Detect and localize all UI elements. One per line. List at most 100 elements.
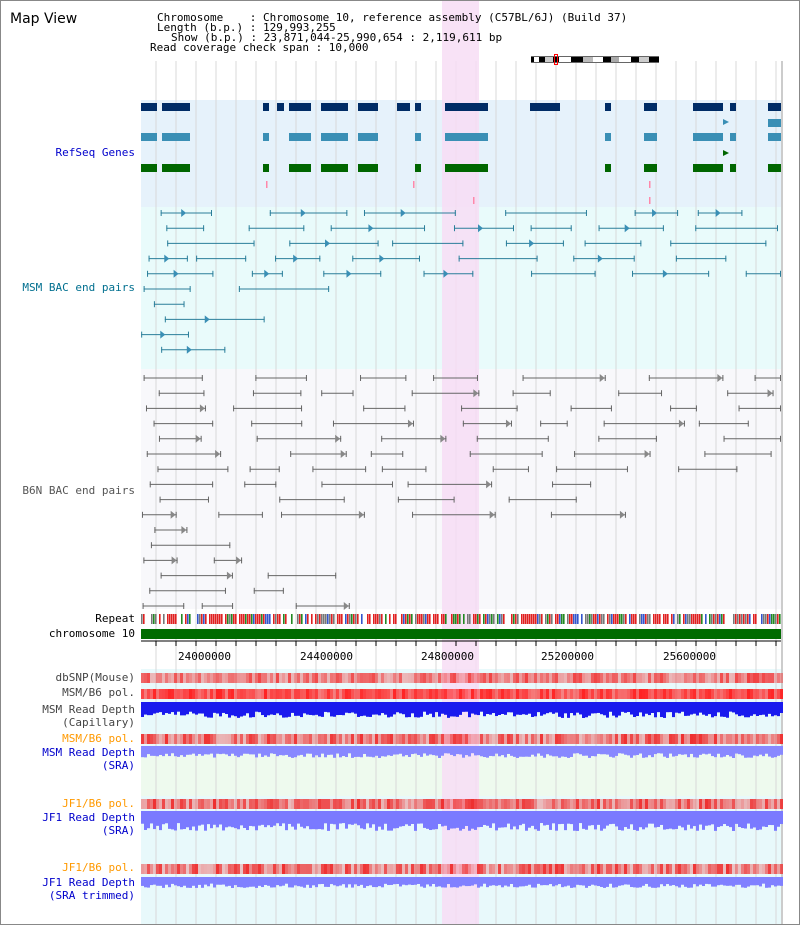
depth-bar: [210, 811, 213, 829]
heat-cell: [276, 734, 279, 744]
repeat-mark: [319, 614, 321, 624]
depth-bar: [561, 877, 564, 888]
track-label-msm-bac[interactable]: MSM BAC end pairs: [22, 281, 135, 294]
heat-cell: [477, 799, 480, 809]
depth-bar: [408, 746, 411, 757]
heat-cell: [495, 864, 498, 874]
depth-bar: [681, 702, 684, 712]
heat-cell: [486, 734, 489, 744]
depth-bar: [144, 811, 147, 830]
bac-arrow: [300, 209, 306, 217]
heat-cell: [630, 734, 633, 744]
track-label-b6n-bac[interactable]: B6N BAC end pairs: [22, 484, 135, 497]
track-label-jf1-b6-pol-trimmed[interactable]: JF1/B6 pol.: [62, 861, 135, 874]
depth-bar: [420, 702, 423, 717]
bac-end: [148, 255, 150, 262]
show-range-info: Show (b.p.) : 23,871,044-25,990,654 : 2,…: [171, 31, 503, 44]
track-label-msm-b6-pol[interactable]: MSM/B6 pol.: [62, 686, 135, 699]
depth-bar: [483, 702, 486, 717]
bac-end: [352, 390, 354, 397]
depth-bar: [579, 702, 582, 715]
bac-end: [407, 481, 409, 488]
depth-bar: [372, 746, 375, 758]
heat-cell: [627, 673, 630, 683]
heat-cell: [378, 734, 381, 744]
track-label-jf1-b6-pol[interactable]: JF1/B6 pol.: [62, 797, 135, 810]
bac-end: [303, 225, 305, 232]
heat-cell: [153, 689, 156, 699]
bac-end: [683, 420, 685, 427]
bac-end: [610, 405, 612, 412]
depth-bar: [672, 702, 675, 718]
repeat-mark: [325, 614, 327, 624]
repeat-mark: [283, 614, 285, 624]
heat-cell: [216, 734, 219, 744]
heat-cell: [210, 864, 213, 874]
heat-cell: [414, 734, 417, 744]
bac-end: [624, 511, 626, 518]
repeat-mark: [239, 614, 241, 624]
depth-bar: [336, 811, 339, 830]
heat-cell: [753, 689, 756, 699]
depth-bar: [294, 811, 297, 830]
bac-end: [478, 390, 480, 397]
depth-bar: [492, 877, 495, 886]
depth-bar: [681, 811, 684, 828]
heat-cell: [348, 734, 351, 744]
depth-bar: [237, 702, 240, 718]
track-label-refseq-genes[interactable]: RefSeq Genes: [55, 146, 135, 159]
heat-cell: [435, 864, 438, 874]
depth-bar: [348, 702, 351, 714]
depth-bar: [348, 746, 351, 754]
bac-end: [476, 375, 478, 381]
heat-cell: [678, 864, 681, 874]
depth-bar: [627, 877, 630, 885]
depth-bar: [405, 746, 408, 756]
repeat-mark: [671, 614, 673, 624]
heat-cell: [318, 864, 321, 874]
heat-cell: [522, 799, 525, 809]
depth-bar: [654, 746, 657, 755]
depth-bar: [441, 877, 444, 888]
heat-cell: [579, 673, 582, 683]
depth-bar: [309, 702, 312, 715]
heat-cell: [180, 799, 183, 809]
depth-bar: [231, 877, 234, 888]
track-label-dbsnp[interactable]: dbSNP(Mouse): [55, 671, 135, 684]
depth-bar: [189, 746, 192, 755]
heat-cell: [540, 689, 543, 699]
depth-bar: [252, 811, 255, 827]
track-label-jf1-depth-sra[interactable]: JF1 Read Depth: [42, 811, 135, 824]
heat-cell: [273, 734, 276, 744]
bac-end: [585, 210, 587, 216]
heat-cell: [363, 734, 366, 744]
heat-cell: [612, 689, 615, 699]
heat-cell: [219, 864, 222, 874]
heat-cell: [549, 799, 552, 809]
heat-cell: [546, 689, 549, 699]
depth-bar: [255, 746, 258, 758]
heat-cell: [159, 864, 162, 874]
depth-bar: [216, 877, 219, 885]
heat-cell: [714, 864, 717, 874]
repeat-mark: [545, 614, 547, 624]
track-label-msm-b6-pol-sra[interactable]: MSM/B6 pol.: [62, 732, 135, 745]
heat-cell: [495, 673, 498, 683]
track-label-jf1-depth-trimmed[interactable]: JF1 Read Depth: [42, 876, 135, 889]
chromosome-ideogram[interactable]: [531, 54, 659, 65]
heat-cell: [762, 734, 765, 744]
heat-cell: [336, 799, 339, 809]
depth-bar: [636, 877, 639, 888]
heat-cell: [222, 799, 225, 809]
heat-cell: [720, 689, 723, 699]
bac-end: [549, 390, 551, 397]
depth-bar: [324, 877, 327, 887]
track-label-msm-depth-sra[interactable]: MSM Read Depth: [42, 746, 135, 759]
depth-bar: [342, 811, 345, 824]
track-label-chromosome: chromosome 10: [48, 627, 135, 640]
depth-bar: [156, 811, 159, 826]
track-label-msm-depth-capillary[interactable]: MSM Read Depth: [42, 703, 135, 716]
heat-cell: [486, 864, 489, 874]
heat-cell: [588, 864, 591, 874]
heat-cell: [699, 689, 702, 699]
